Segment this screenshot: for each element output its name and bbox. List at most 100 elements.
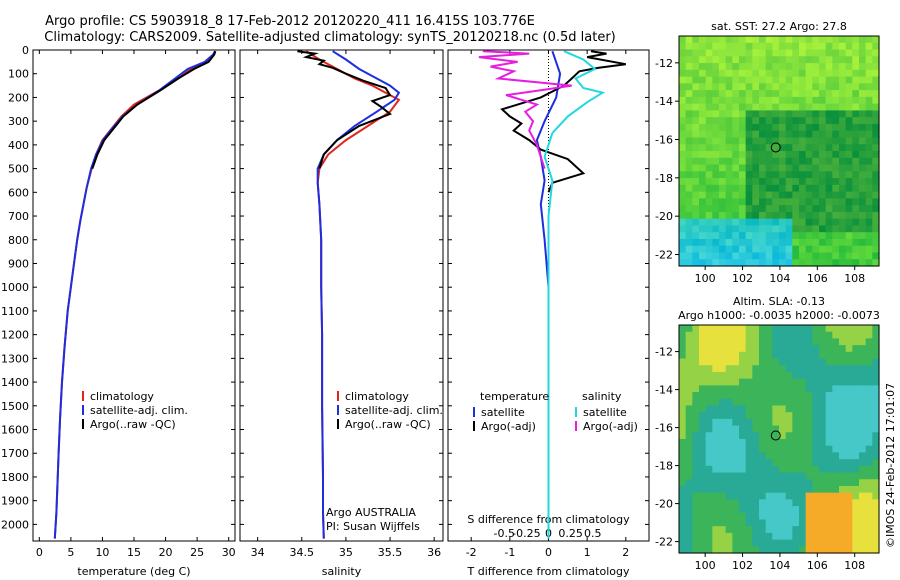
map-cell xyxy=(685,345,693,353)
map-cell xyxy=(825,211,833,220)
map-cell xyxy=(692,36,700,44)
map-cell xyxy=(759,465,767,474)
map-cell xyxy=(712,218,720,227)
map-cell xyxy=(725,459,733,467)
map-cell xyxy=(679,499,687,507)
map-cell xyxy=(725,252,733,260)
map-cell xyxy=(785,358,793,366)
map-cell xyxy=(832,371,840,380)
map-cell xyxy=(859,218,867,227)
map-cell xyxy=(785,232,793,240)
map-cell xyxy=(732,331,740,340)
map-cell xyxy=(779,63,787,71)
map-cell xyxy=(752,171,760,179)
lat-tick-label: -20 xyxy=(655,210,673,223)
map-cell xyxy=(852,218,860,227)
map-cell xyxy=(872,259,880,267)
map-cell xyxy=(699,42,707,51)
map-cell xyxy=(759,117,767,125)
map-cell xyxy=(759,405,767,413)
map-cell xyxy=(865,492,873,500)
map-cell xyxy=(679,532,687,541)
map-cell xyxy=(805,69,813,78)
map-cell xyxy=(685,110,693,118)
map-cell xyxy=(832,137,840,145)
map-cell xyxy=(719,144,727,152)
map-cell xyxy=(699,325,707,333)
map-cell xyxy=(739,137,747,145)
map-cell xyxy=(732,345,740,353)
map-cell xyxy=(765,184,773,193)
map-cell xyxy=(805,96,813,105)
map-cell xyxy=(685,526,693,534)
map-cell xyxy=(812,425,820,433)
map-cell xyxy=(759,238,767,247)
map-cell xyxy=(765,459,773,467)
map-cell xyxy=(865,506,873,514)
lon-tick-label: 102 xyxy=(732,272,753,285)
map-cell xyxy=(845,49,853,57)
map-cell xyxy=(812,405,820,413)
map-cell xyxy=(752,358,760,366)
map-cell xyxy=(679,371,687,380)
map-cell xyxy=(685,123,693,132)
map-cell xyxy=(805,492,813,500)
map-cell xyxy=(819,205,827,213)
map-cell xyxy=(725,506,733,514)
lon-tick-label: 100 xyxy=(695,272,716,285)
map-cell xyxy=(705,184,713,193)
map-cell xyxy=(819,432,827,440)
map-cell xyxy=(705,90,713,98)
map-cell xyxy=(785,42,793,51)
map-cell xyxy=(825,385,833,393)
map-cell xyxy=(759,378,767,386)
map-cell xyxy=(692,425,700,433)
map-cell xyxy=(679,144,687,152)
map-cell xyxy=(765,331,773,340)
map-cell xyxy=(772,245,780,254)
map-cell xyxy=(705,49,713,57)
map-cell xyxy=(765,378,773,386)
map-cell xyxy=(759,338,767,346)
map-cell xyxy=(705,325,713,333)
map-cell xyxy=(772,526,780,534)
map-cell xyxy=(725,137,733,145)
map-cell xyxy=(832,459,840,467)
map-cell xyxy=(832,157,840,166)
map-cell xyxy=(872,130,880,139)
map-cell xyxy=(759,526,767,534)
map-cell xyxy=(825,392,833,400)
map-cell xyxy=(765,171,773,179)
map-cell xyxy=(719,259,727,267)
map-cell xyxy=(872,425,880,433)
map-cell xyxy=(772,459,780,467)
map-cell xyxy=(772,36,780,44)
map-cell xyxy=(792,465,800,474)
map-cell xyxy=(759,137,767,145)
map-cell xyxy=(679,225,687,233)
map-cell xyxy=(759,365,767,373)
map-cell xyxy=(859,345,867,353)
map-cell xyxy=(712,499,720,507)
map-cell xyxy=(699,452,707,460)
map-cell xyxy=(799,499,807,507)
x-tick-label: 25 xyxy=(190,546,204,559)
map-cell xyxy=(852,539,860,547)
map-cell xyxy=(812,325,820,333)
map-cell xyxy=(819,49,827,57)
map-cell xyxy=(832,445,840,454)
map-cell xyxy=(719,506,727,514)
series-line xyxy=(297,50,392,169)
map-cell xyxy=(685,439,693,447)
map-cell xyxy=(745,371,753,380)
map-cell xyxy=(752,238,760,247)
map-cell xyxy=(692,459,700,467)
map-cell xyxy=(805,151,813,159)
map-cell xyxy=(839,385,847,393)
map-cell xyxy=(725,371,733,380)
map-cell xyxy=(785,325,793,333)
map-cell xyxy=(839,69,847,78)
map-cell xyxy=(865,385,873,393)
map-cell xyxy=(732,218,740,227)
map-cell xyxy=(779,232,787,240)
